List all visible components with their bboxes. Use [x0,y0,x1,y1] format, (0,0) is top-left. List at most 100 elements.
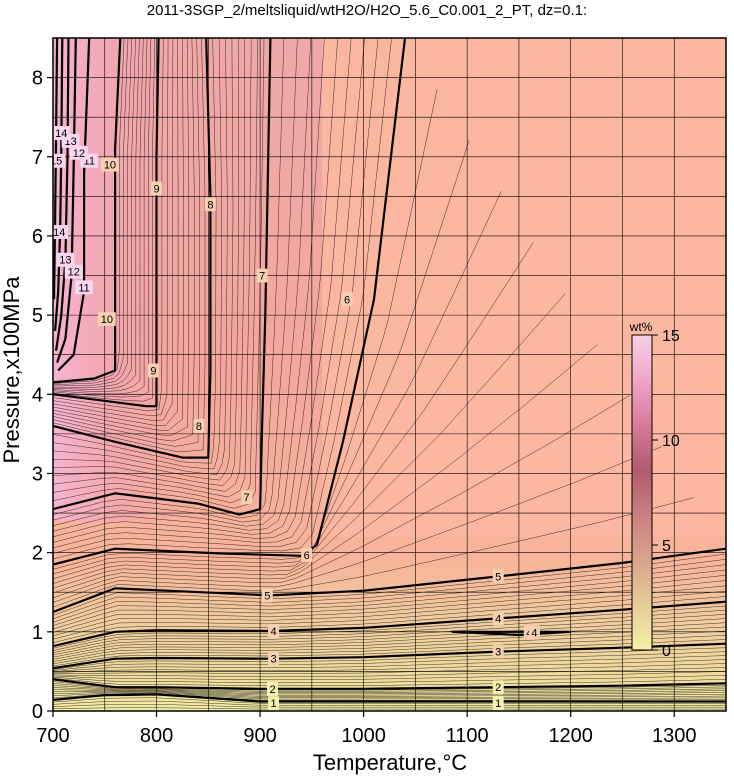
contour-label-text: 13 [59,255,71,267]
contour-label-box [53,224,69,239]
minor-contour-line [53,553,726,616]
contour-label-text: 2 [269,684,275,696]
minor-contour-line [53,677,726,687]
contour-label: 13 [56,252,75,267]
minor-contour-line [53,704,726,708]
minor-contour-line [53,293,566,589]
y-tick-label: 0 [32,701,43,723]
contour-label-box [268,696,280,711]
plot-frame [52,37,727,712]
contour-labels: 1122334444556677889910101111121213131414… [53,126,540,711]
contour-label-box [492,696,504,711]
contour-label-text: 12 [68,267,80,279]
minor-contour-line [53,497,694,608]
minor-contour-line [53,707,726,710]
contour-label: 2 [492,680,504,695]
minor-contour-line [53,590,726,640]
chart-title: 2011-3SGP_2/meltsliquid/wtH2O/H2O_5.6_C0… [147,2,587,19]
minor-contour-line [53,38,234,481]
contour-label-box [64,264,83,279]
minor-contour-line [53,446,662,603]
minor-contour-line [53,395,630,599]
minor-contour-line [53,659,726,673]
contour-label-box [151,181,163,196]
contour-label-text: 11 [84,156,95,168]
contour-line-7 [53,38,272,516]
contour-label-text: 4 [270,626,276,638]
contour-line-1 [53,693,726,703]
minor-contour-line [53,647,726,670]
contour-label-text: 10 [101,314,113,326]
minor-contour-line [53,38,152,398]
minor-contour-line [53,242,534,584]
x-tick-label: 900 [243,725,276,747]
contour-label-text: 14 [53,227,65,239]
minor-contour-line [53,683,726,692]
minor-contour-line [53,630,726,662]
minor-contour-line [53,38,174,421]
contour-label-text: 4 [495,613,501,625]
colorbar-bar [631,334,653,651]
y-tick-label: 1 [32,622,43,644]
minor-contour-line [53,689,726,696]
minor-contour-line [53,38,222,470]
y-tick-label: 2 [32,543,43,565]
contour-label-text: 11 [78,282,89,294]
contour-label: 9 [151,181,163,196]
minor-contour-line [53,626,726,660]
contour-label-box [492,680,504,695]
colorbar-tick-label: 5 [662,538,671,555]
minor-contour-line [53,605,726,649]
x-tick-label: 1300 [652,725,697,747]
contour-label-text: 6 [344,294,350,306]
minor-contour-line [53,564,726,623]
minor-contour-line [53,38,184,431]
contour-label-box [53,126,71,141]
x-tick-label: 1200 [548,725,593,747]
contour-label-text: 14 [55,128,67,140]
x-tick-label: 1000 [341,725,386,747]
plot-area: 1122334444556677889910101111121213131414… [53,38,726,711]
contour-label: 1 [268,696,280,711]
contour-label: 4 [268,624,280,639]
contour-label-text: 4 [531,628,537,640]
contour-label-box [241,490,253,505]
contour-label-box [75,280,94,295]
minor-contour-line [53,700,726,706]
contour-label: 14 [53,224,69,239]
contour-label-text: 9 [150,366,156,378]
minor-contour-line [53,574,726,630]
contour-label-text: 7 [259,271,265,283]
minor-contour-line [53,38,190,437]
contour-label-box [492,644,504,659]
contour-label-text: 6 [304,550,310,562]
contour-line-4 [451,630,572,637]
minor-contour-line [53,38,246,492]
minor-contour-line [53,675,726,684]
contour-label-text: 7 [244,492,250,504]
contour-line-15 [53,38,59,300]
contour-label: 14 [53,126,71,141]
minor-contour-line [53,38,206,452]
minor-contour-line [53,655,726,672]
contour-label-box [147,363,159,378]
minor-contour-line [53,585,726,637]
grid-lines [53,38,726,711]
minor-contour-line [53,38,169,416]
contour-label-box [256,268,268,283]
contour-label: 8 [193,418,205,433]
colorbar: wt% 0 5 10 15 [629,320,680,660]
y-axis-title: Pressure,x100MPa [0,276,24,464]
minor-contour-line [53,38,258,503]
minor-contour-line [53,38,164,412]
contour-label: 8 [204,197,216,212]
colorbar-ticks: 0 5 10 15 [652,328,680,660]
contour-label: 3 [492,644,504,659]
minor-contour-line [53,38,136,388]
contour-label-text: 12 [73,148,85,160]
minor-contour-line [53,635,726,665]
minor-contour-line [53,38,129,386]
minor-contour-line [53,685,726,693]
minor-contour-line [53,38,352,543]
